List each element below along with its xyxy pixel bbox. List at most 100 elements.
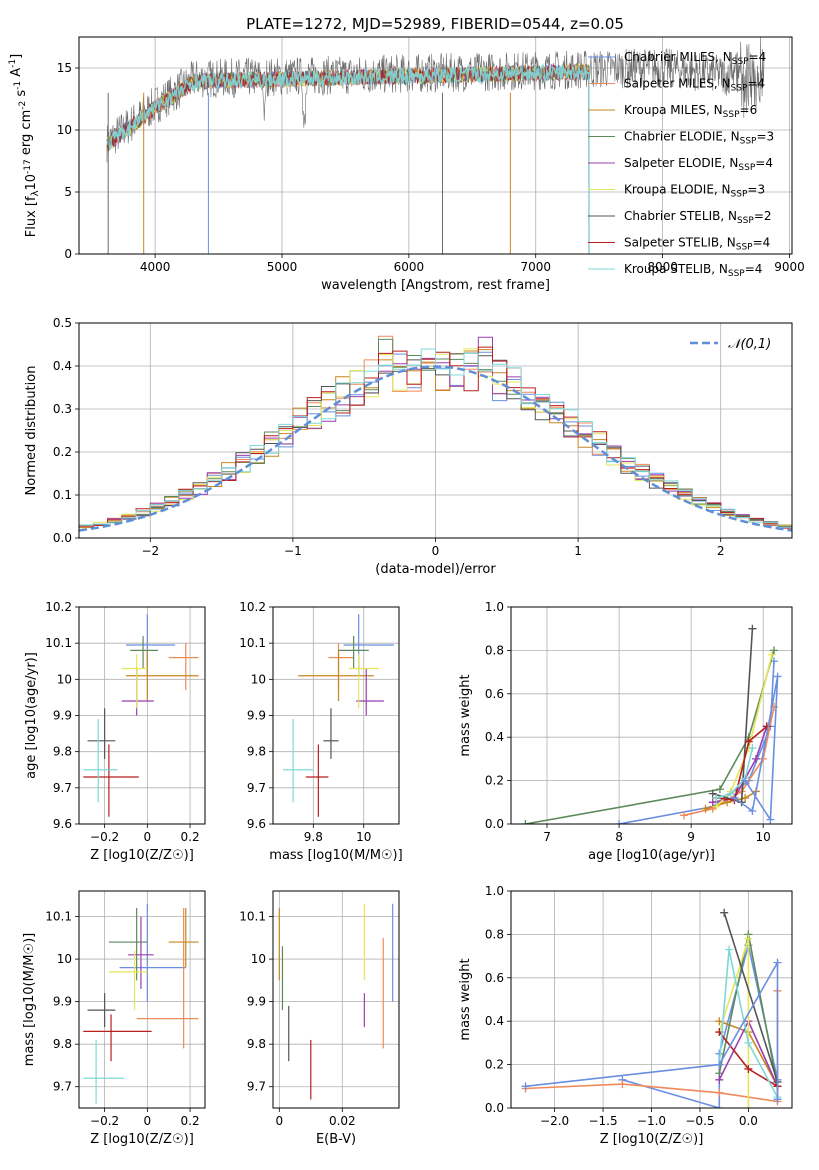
axes-frame bbox=[510, 890, 793, 1109]
x-tick-label: 8000 bbox=[647, 260, 678, 274]
plot-area bbox=[83, 903, 199, 1104]
x-axis-label: Z [log10(Z/Z☉)] bbox=[90, 848, 194, 863]
errorbar-point bbox=[348, 654, 379, 709]
y-tick-label: 9.9 bbox=[247, 709, 266, 723]
x-tick-label: 6000 bbox=[394, 260, 425, 274]
metallicity-weight-panel: −2.0 −1.5 −1.0 −0.5 0.0 0.0 0.2 0.4 0.6 0.8 1.0 Z [… bbox=[458, 884, 793, 1147]
x-tick-label: 4000 bbox=[140, 260, 171, 274]
y-tick-label: 0.2 bbox=[485, 1058, 504, 1072]
weight-marker bbox=[751, 754, 760, 763]
errorbar-point bbox=[283, 719, 314, 803]
weight-series bbox=[718, 949, 779, 1098]
weight-marker bbox=[712, 793, 721, 802]
weight-series bbox=[716, 747, 754, 799]
y-tick-label: 10 bbox=[57, 952, 72, 966]
weight-marker bbox=[748, 744, 757, 753]
y-tick-label: 9.9 bbox=[53, 995, 72, 1009]
x-tick-label: 0 bbox=[144, 1114, 152, 1128]
legend-label: Chabrier STELIB, NSSP=2 bbox=[624, 209, 772, 226]
x-tick-label: 0.2 bbox=[181, 830, 200, 844]
weight-marker bbox=[741, 776, 750, 785]
weight-marker bbox=[748, 624, 757, 633]
y-tick-label: 0.4 bbox=[485, 1014, 504, 1028]
y-axis-label: mass [log10(M/M☉)] bbox=[22, 933, 37, 1066]
errorbar-point bbox=[343, 614, 394, 676]
x-axis-label: (data-model)/error bbox=[375, 562, 496, 577]
errorbar-point bbox=[87, 708, 116, 759]
x-tick-label: 0 bbox=[432, 544, 440, 558]
x-tick-label: 7 bbox=[543, 830, 551, 844]
weight-marker bbox=[521, 820, 530, 824]
y-axis-label: Normed distribution bbox=[24, 366, 39, 496]
errorbar-point bbox=[83, 744, 139, 817]
y-tick-label: 0.6 bbox=[485, 971, 504, 985]
weight-marker bbox=[744, 1064, 753, 1073]
errorbar-point bbox=[323, 708, 339, 759]
errorbar-point bbox=[130, 635, 159, 669]
legend-label: Chabrier MILES, NSSP=4 bbox=[624, 50, 766, 67]
weight-marker bbox=[715, 1104, 724, 1108]
errorbar-point bbox=[168, 643, 199, 691]
age-metallicity-panel: −0.2 0 0.2 9.6 9.7 9.8 9.9 10 10.1 10.2 Z [log10(Z… bbox=[24, 600, 206, 863]
x-tick-label: 10 bbox=[356, 830, 371, 844]
y-tick-label: 5 bbox=[64, 185, 72, 199]
y-tick-label: 9.8 bbox=[53, 1037, 72, 1051]
mass-extinction-panel: 0 0.02 9.7 9.8 9.9 10 10.1 E(B-V) bbox=[239, 890, 400, 1147]
y-tick-label: 9.9 bbox=[53, 709, 72, 723]
x-tick-label: −0.5 bbox=[685, 1114, 714, 1128]
y-tick-label: 10.1 bbox=[239, 910, 266, 924]
x-tick-label: −0.2 bbox=[90, 830, 119, 844]
errorbar-point bbox=[108, 908, 148, 981]
y-tick-label: 0.0 bbox=[53, 531, 72, 545]
y-tick-label: 10.2 bbox=[45, 600, 72, 614]
y-tick-label: 9.8 bbox=[247, 745, 266, 759]
x-tick-label: 9.8 bbox=[304, 830, 323, 844]
legend: Chabrier MILES, NSSP=4 Salpeter MILES, NS… bbox=[588, 50, 774, 279]
x-tick-label: 0 bbox=[275, 1114, 283, 1128]
weight-marker bbox=[744, 934, 753, 943]
mass-metallicity-panel: −0.2 0 0.2 9.7 9.8 9.9 10 10.1 Z [log10(Z/Z☉)] ma… bbox=[22, 890, 206, 1147]
y-tick-label: 10.1 bbox=[45, 910, 72, 924]
y-tick-label: 9.7 bbox=[53, 781, 72, 795]
y-tick-label: 0.8 bbox=[485, 643, 504, 657]
weight-marker bbox=[701, 804, 710, 813]
y-tick-label: 9.6 bbox=[53, 817, 72, 831]
errorbar-point bbox=[125, 614, 176, 676]
errorbar-point bbox=[168, 908, 199, 968]
x-tick-label: −1.0 bbox=[637, 1114, 666, 1128]
errorbar-point bbox=[119, 903, 186, 1002]
errorbar-point bbox=[298, 650, 374, 702]
figure-title: PLATE=1272, MJD=52989, FIBERID=0544, z=0… bbox=[246, 15, 624, 33]
weight-marker bbox=[744, 1038, 753, 1047]
x-tick-label: 8 bbox=[615, 830, 623, 844]
y-tick-label: 10.2 bbox=[239, 600, 266, 614]
weight-marker bbox=[769, 646, 778, 655]
weight-marker bbox=[767, 650, 776, 659]
y-tick-label: 0.4 bbox=[53, 359, 72, 373]
legend-label: Kroupa MILES, NSSP=6 bbox=[624, 103, 757, 120]
x-tick-label: 0 bbox=[144, 830, 152, 844]
weight-series bbox=[723, 912, 779, 1083]
y-tick-label: 9.7 bbox=[247, 781, 266, 795]
plot-area bbox=[106, 37, 765, 254]
model-spectrum bbox=[106, 62, 590, 254]
weight-marker bbox=[773, 1095, 782, 1104]
weight-marker bbox=[521, 1082, 530, 1091]
weight-marker bbox=[679, 811, 688, 820]
errorbar-point bbox=[87, 993, 116, 1028]
x-axis-label: E(B-V) bbox=[316, 1132, 356, 1147]
y-tick-label: 9.7 bbox=[247, 1080, 266, 1094]
plot-area bbox=[278, 903, 394, 1100]
y-axis-label: age [log10(age/yr)] bbox=[24, 652, 39, 779]
x-axis-label: Z [log10(Z/Z☉)] bbox=[600, 1132, 704, 1147]
y-tick-label: 9.8 bbox=[53, 745, 72, 759]
errorbar-point bbox=[83, 1014, 152, 1062]
x-tick-label: −2.0 bbox=[540, 1114, 569, 1128]
x-axis-label: age [log10(age/yr)] bbox=[588, 848, 715, 863]
errorbar-point bbox=[83, 719, 118, 803]
y-tick-label: 10 bbox=[251, 952, 266, 966]
weight-marker bbox=[712, 802, 721, 811]
x-tick-label: −2 bbox=[141, 544, 159, 558]
y-tick-label: 0.0 bbox=[485, 817, 504, 831]
